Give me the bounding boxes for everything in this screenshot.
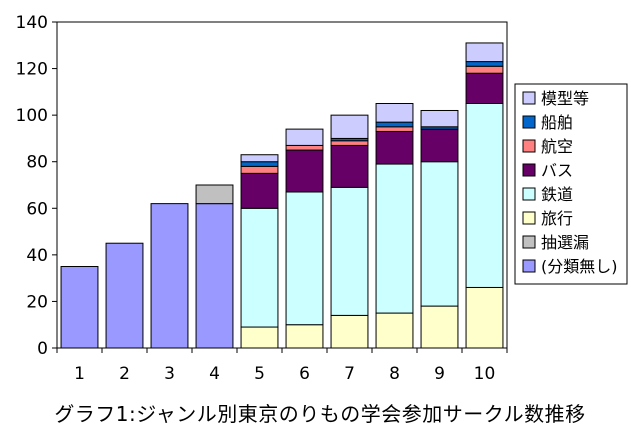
- bar-segment: [420, 161, 459, 307]
- bar-segment: [240, 326, 279, 349]
- bar-segment: [60, 266, 99, 349]
- bar-segment: [420, 109, 459, 128]
- bar-segment: [285, 144, 324, 151]
- bar-segment: [465, 103, 504, 288]
- bar-segment: [285, 324, 324, 349]
- bar-segment: [285, 191, 324, 326]
- bar-segment: [375, 130, 414, 165]
- legend-label: 航空: [541, 137, 573, 156]
- x-tick-label: 9: [434, 364, 445, 384]
- bar-segment: [375, 121, 414, 128]
- bar-segment: [240, 154, 279, 163]
- bar-segment: [330, 144, 369, 188]
- bar-segment: [285, 149, 324, 193]
- x-tick-label: 8: [389, 364, 400, 384]
- bar-segment: [330, 314, 369, 349]
- legend-label: 鉄道: [541, 185, 573, 204]
- bar-segment: [330, 186, 369, 316]
- legend-label: 船舶: [541, 113, 573, 132]
- x-tick-label: 2: [119, 364, 130, 384]
- bar-segment: [330, 140, 369, 146]
- x-tick-label: 10: [474, 364, 496, 384]
- bar-segment: [375, 103, 414, 123]
- bar-segment: [195, 184, 234, 205]
- bar-segment: [150, 203, 189, 349]
- legend-swatch: [522, 259, 536, 273]
- legend-swatch: [522, 211, 536, 225]
- bar-segment: [420, 128, 459, 163]
- y-tick-label: 20: [26, 292, 48, 312]
- bar-segment: [420, 305, 459, 349]
- bar-segment: [465, 42, 504, 63]
- bar-segment: [465, 61, 504, 67]
- y-tick-label: 40: [26, 246, 48, 266]
- bar-segment: [285, 128, 324, 146]
- bar-segment: [105, 242, 144, 349]
- y-tick-label: 80: [26, 153, 48, 173]
- x-tick-label: 5: [254, 364, 265, 384]
- legend-label: 抽選漏: [541, 233, 589, 252]
- bar-segment: [375, 126, 414, 132]
- bar-segment: [240, 165, 279, 174]
- legend-label: (分類無し): [541, 257, 618, 276]
- legend-swatch: [522, 235, 536, 249]
- y-tick-label: 140: [16, 13, 48, 33]
- x-tick-label: 1: [74, 364, 85, 384]
- y-tick-label: 60: [26, 199, 48, 219]
- x-tick-label: 7: [344, 364, 355, 384]
- bar-segment: [195, 203, 234, 349]
- legend-swatch: [522, 139, 536, 153]
- bar-segment: [240, 161, 279, 167]
- chart-title: グラフ1:ジャンル別東京のりもの学会参加サークル数推移: [54, 402, 586, 426]
- legend-label: バス: [541, 161, 573, 180]
- x-tick-label: 4: [209, 364, 220, 384]
- bar-segment: [330, 114, 369, 139]
- legend-swatch: [522, 115, 536, 129]
- bar-segment: [465, 65, 504, 74]
- bar-segment: [465, 286, 504, 349]
- y-tick-label: 100: [16, 106, 48, 126]
- bar-segment: [375, 312, 414, 349]
- y-tick-label: 0: [37, 339, 48, 359]
- legend-label: 旅行: [541, 209, 573, 228]
- x-tick-label: 3: [164, 364, 175, 384]
- bar-segment: [240, 207, 279, 328]
- y-tick-label: 120: [16, 60, 48, 80]
- bar-segment: [375, 163, 414, 314]
- legend-swatch: [522, 163, 536, 177]
- x-tick-label: 6: [299, 364, 310, 384]
- bar-segment: [240, 172, 279, 209]
- legend-label: 模型等: [541, 89, 589, 108]
- legend-swatch: [522, 187, 536, 201]
- bar-segment: [465, 72, 504, 104]
- legend-swatch: [522, 91, 536, 105]
